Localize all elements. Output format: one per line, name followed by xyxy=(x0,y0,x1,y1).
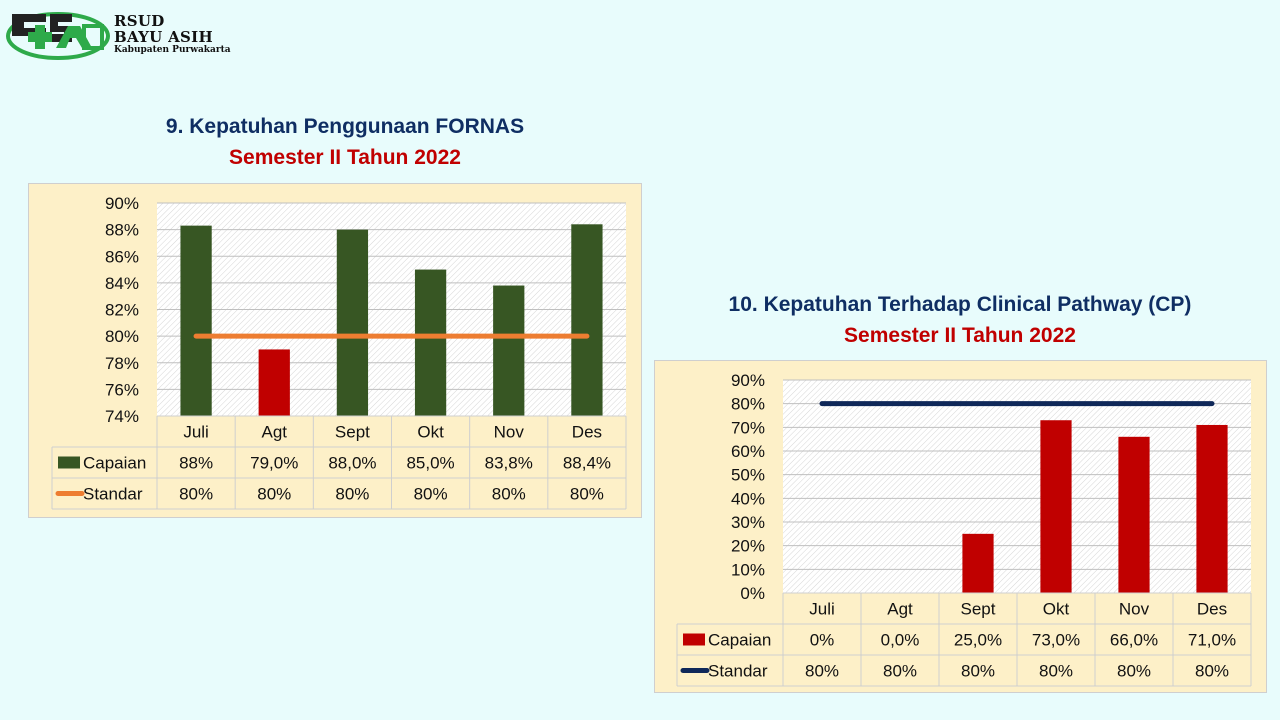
chart1-standar-value: 80% xyxy=(492,485,526,504)
chart1-capaian-value: 79,0% xyxy=(250,454,298,473)
chart1-capaian-value: 88,0% xyxy=(328,454,376,473)
chart1-ytick-label: 88% xyxy=(105,221,139,240)
chart2-standar-value: 80% xyxy=(805,662,839,681)
chart2-ytick-label: 50% xyxy=(731,466,765,485)
chart1-ytick-label: 74% xyxy=(105,407,139,426)
chart2-ytick-label: 20% xyxy=(731,537,765,556)
chart1-capaian-value: 88,4% xyxy=(563,454,611,473)
chart2-capaian-value: 0,0% xyxy=(881,631,920,650)
chart2-ytick-label: 80% xyxy=(731,395,765,414)
chart2-ytick-label: 90% xyxy=(731,371,765,390)
chart2-standar-value: 80% xyxy=(961,662,995,681)
chart1-standar-value: 80% xyxy=(570,485,604,504)
chart1-panel: 74% 76% 78% 80% 82% 84% 86% 88% 90% Juli Agt Sept Ok… xyxy=(28,183,642,518)
chart1-capaian-value: 85,0% xyxy=(406,454,454,473)
chart2-standar-value: 80% xyxy=(883,662,917,681)
chart1-standar-value: 80% xyxy=(179,485,213,504)
chart2-plot-area xyxy=(783,380,1251,593)
logo-text-line2: BAYU ASIH xyxy=(114,27,213,46)
chart2-bar-okt xyxy=(1040,420,1072,593)
chart2-bar-sept xyxy=(962,533,994,593)
chart1-legend-standar: Standar xyxy=(83,485,143,504)
chart1-title-block: 9. Kepatuhan Penggunaan FORNAS Semester … xyxy=(30,111,660,173)
hospital-logo: RSUD BAYU ASIH Kabupaten Purwakarta xyxy=(6,8,236,63)
chart2-standar-value: 80% xyxy=(1039,662,1073,681)
chart2-category-label: Sept xyxy=(961,600,996,619)
rsba-logo-icon xyxy=(6,12,110,60)
chart2-legend-standar: Standar xyxy=(708,662,768,681)
chart2-legend-capaian-swatch xyxy=(683,633,705,646)
chart1-standar-value: 80% xyxy=(335,485,369,504)
chart1-category-label: Des xyxy=(572,423,602,442)
chart2-category-label: Nov xyxy=(1119,600,1150,619)
chart2-capaian-value: 25,0% xyxy=(954,631,1002,650)
logo-text-line3: Kabupaten Purwakarta xyxy=(114,44,231,55)
chart2-bar-des xyxy=(1196,424,1228,593)
chart2-standar-value: 80% xyxy=(1117,662,1151,681)
chart1-ytick-label: 76% xyxy=(105,380,139,399)
chart2-ytick-label: 10% xyxy=(731,560,765,579)
chart2-category-label: Okt xyxy=(1043,600,1070,619)
chart2-ytick-label: 0% xyxy=(740,584,765,603)
chart2-capaian-value: 71,0% xyxy=(1188,631,1236,650)
chart2-title: 10. Kepatuhan Terhadap Clinical Pathway … xyxy=(728,293,1192,316)
chart1-category-label: Okt xyxy=(417,423,444,442)
chart1-bar-sept xyxy=(336,229,369,416)
chart1-bar-okt xyxy=(414,269,447,416)
chart2-ytick-label: 70% xyxy=(731,418,765,437)
chart2-ytick-label: 40% xyxy=(731,489,765,508)
chart1-capaian-value: 88% xyxy=(179,454,213,473)
chart1-standar-value: 80% xyxy=(257,485,291,504)
chart1-legend-capaian: Capaian xyxy=(83,454,146,473)
chart1-category-label: Agt xyxy=(261,423,287,442)
chart2-capaian-value: 0% xyxy=(810,631,835,650)
chart2-bar-nov xyxy=(1118,436,1150,593)
chart1-ytick-label: 90% xyxy=(105,194,139,213)
chart2-category-label: Agt xyxy=(887,600,913,619)
chart1-ytick-label: 86% xyxy=(105,247,139,266)
chart2-category-label: Des xyxy=(1197,600,1227,619)
chart1-ytick-label: 82% xyxy=(105,301,139,320)
chart2-panel: 0% 10% 20% 30% 40% 50% 60% 70% 80% 90% Juli Agt Sept… xyxy=(654,360,1267,693)
chart1-legend-capaian-swatch xyxy=(58,456,80,469)
chart1-ytick-label: 78% xyxy=(105,354,139,373)
chart1-standar-value: 80% xyxy=(414,485,448,504)
chart1-capaian-value: 83,8% xyxy=(485,454,533,473)
chart1-category-label: Sept xyxy=(335,423,370,442)
chart2-subtitle: Semester II Tahun 2022 xyxy=(844,324,1076,347)
chart1-category-label: Nov xyxy=(494,423,525,442)
chart1-bar-des xyxy=(571,224,603,416)
logo-text-line1: RSUD xyxy=(114,12,165,30)
chart2-title-block: 10. Kepatuhan Terhadap Clinical Pathway … xyxy=(650,289,1270,351)
chart2-capaian-value: 73,0% xyxy=(1032,631,1080,650)
chart1-ytick-label: 80% xyxy=(105,327,139,346)
chart2-category-label: Juli xyxy=(809,600,835,619)
chart1-bar-agt xyxy=(258,349,290,416)
chart2-legend-capaian: Capaian xyxy=(708,631,771,650)
chart1-subtitle: Semester II Tahun 2022 xyxy=(229,146,461,169)
chart1-svg: 74% 76% 78% 80% 82% 84% 86% 88% 90% Juli Agt Sept Ok… xyxy=(51,194,627,510)
chart2-ytick-label: 30% xyxy=(731,513,765,532)
chart1-title: 9. Kepatuhan Penggunaan FORNAS xyxy=(165,115,525,138)
chart2-ytick-label: 60% xyxy=(731,442,765,461)
chart2-svg: 0% 10% 20% 30% 40% 50% 60% 70% 80% 90% Juli Agt Sept… xyxy=(676,371,1252,687)
chart1-bar-juli xyxy=(180,225,212,416)
chart1-bar-nov xyxy=(493,285,525,416)
chart1-category-label: Juli xyxy=(183,423,209,442)
chart2-capaian-value: 66,0% xyxy=(1110,631,1158,650)
chart1-ytick-label: 84% xyxy=(105,274,139,293)
chart2-standar-value: 80% xyxy=(1195,662,1229,681)
